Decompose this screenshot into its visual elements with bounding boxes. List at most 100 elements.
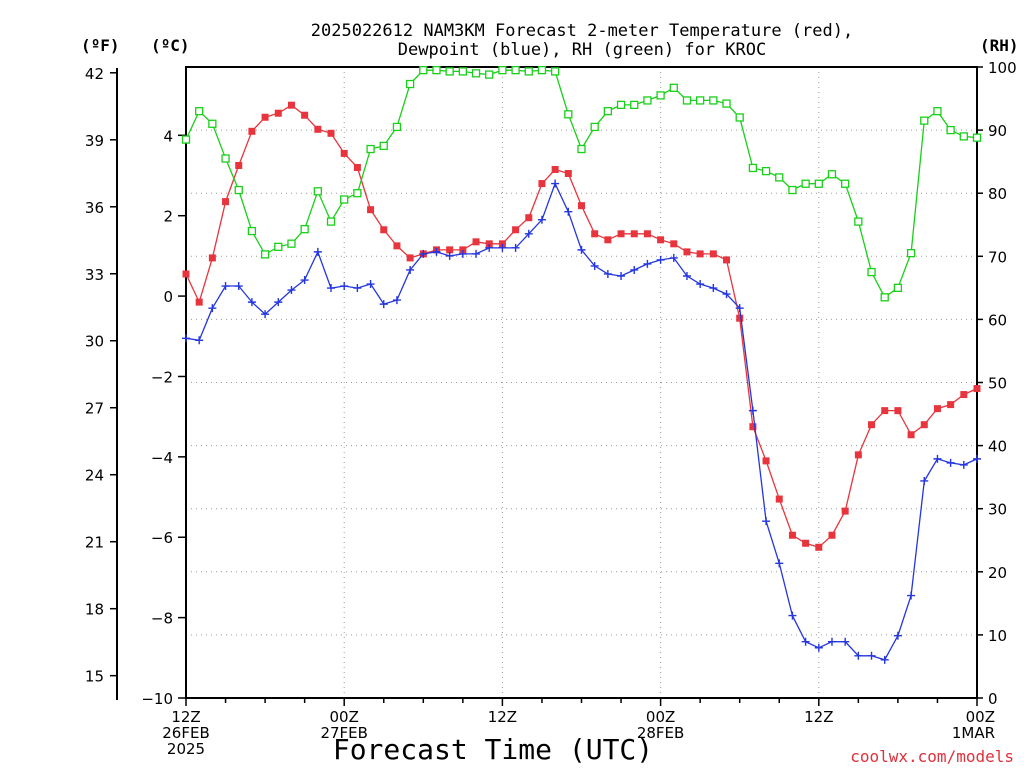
dewpoint-point [327, 284, 336, 293]
rh-point [405, 79, 415, 89]
temperature-point [802, 539, 810, 547]
temperature-point [353, 163, 361, 171]
x-tick-label: 2025 [167, 740, 205, 758]
dewpoint-point [696, 280, 705, 289]
rh-point [775, 173, 784, 182]
temperature-point [222, 198, 230, 206]
celsius-tick-label: −8 [151, 610, 173, 628]
temperature-point [327, 129, 335, 137]
dewpoint-point [485, 243, 494, 252]
dewpoint-point [208, 304, 217, 313]
dewpoint-point [946, 458, 955, 467]
temperature-point [380, 226, 388, 234]
rh-point [748, 163, 758, 173]
temperature-point [287, 101, 295, 109]
dewpoint-point [261, 310, 270, 319]
dewpoint-point [617, 271, 626, 280]
x-tick-label: 26FEB [162, 724, 209, 742]
rh-point [524, 67, 533, 76]
rh-point [326, 217, 336, 226]
dewpoint-point [445, 251, 454, 260]
dewpoint-point [551, 179, 560, 188]
temperature-point [815, 543, 823, 551]
temperature-point [630, 230, 638, 238]
site-credit[interactable]: coolwx.com/models [850, 747, 1014, 766]
temperature-point [459, 246, 467, 254]
dewpoint-point [195, 336, 204, 345]
rh-point [722, 99, 731, 108]
dewpoint-point [801, 637, 810, 646]
celsius-tick-label: 4 [163, 127, 173, 145]
rh-point [893, 283, 903, 293]
dewpoint-point [392, 296, 401, 305]
dewpoint-point [748, 406, 757, 415]
celsius-tick-label: −10 [141, 690, 173, 708]
x-tick-label: 00Z [330, 708, 359, 726]
dewpoint-point [788, 611, 797, 620]
dewpoint-point [762, 517, 771, 526]
temperature-point [367, 206, 375, 214]
rh-point [471, 69, 481, 78]
fahrenheit-tick-label: 21 [85, 534, 104, 552]
temperature-point [551, 165, 559, 173]
rh-point [511, 66, 520, 75]
dewpoint-point [564, 207, 573, 216]
temperature-point [788, 531, 796, 539]
chart-title-line2: Dewpoint (blue), RH (green) for KROC [398, 40, 766, 60]
temperature-point [182, 270, 190, 278]
temperature-point [960, 391, 968, 399]
rh-point [696, 96, 705, 105]
dewpoint-point [247, 298, 256, 307]
dewpoint-point [814, 643, 823, 652]
temperature-point [868, 421, 876, 429]
dewpoint-point [603, 269, 612, 278]
rh-point [841, 179, 850, 188]
dewpoint-point [458, 249, 467, 258]
rh-point [300, 225, 309, 234]
dewpoint-point [841, 637, 850, 646]
rh-point [603, 107, 613, 116]
rh-point [643, 96, 652, 105]
rh-point [801, 179, 810, 188]
rh-tick-label: 10 [988, 627, 1007, 645]
dewpoint-point [537, 215, 546, 224]
rh-point [287, 239, 296, 248]
celsius-axis-unit: (ºC) [151, 36, 190, 55]
temperature-line [185, 104, 978, 549]
rh-point [735, 113, 744, 122]
dewpoint-point [854, 651, 863, 660]
rh-point [208, 119, 217, 128]
rh-point [432, 66, 441, 75]
dewpoint-point [340, 282, 349, 291]
temperature-point [670, 240, 678, 248]
rh-point [392, 122, 402, 132]
dewpoint-point [669, 253, 678, 262]
dewpoint-point [682, 271, 691, 280]
rh-point [366, 144, 375, 154]
temperature-point [933, 405, 941, 413]
rh-point [550, 67, 560, 76]
temperature-point [591, 230, 599, 238]
temperature-point [472, 238, 480, 246]
dewpoint-point [973, 454, 981, 463]
rh-point [933, 107, 942, 116]
dewpoint-point [366, 280, 375, 289]
dewpoint-point [735, 304, 744, 313]
rh-point [274, 242, 283, 251]
tick-labels: 15182124273033363942−10−8−6−4−2024010203… [85, 59, 1017, 758]
rh-tick-label: 20 [988, 564, 1007, 582]
rh-point [564, 110, 573, 119]
fahrenheit-tick-label: 33 [85, 266, 104, 284]
rh-point [616, 100, 626, 110]
rh-point [709, 96, 718, 105]
dewpoint-point [893, 631, 902, 640]
temperature-point [393, 242, 401, 250]
rh-tick-label: 60 [988, 311, 1007, 329]
fahrenheit-tick-label: 42 [85, 65, 104, 83]
dewpoint-point [511, 243, 520, 252]
rh-series [181, 66, 982, 302]
temperature-point [525, 214, 533, 222]
fahrenheit-axis-unit: (ºF) [81, 36, 120, 55]
temperature-point [248, 127, 256, 135]
rh-point [379, 141, 388, 151]
